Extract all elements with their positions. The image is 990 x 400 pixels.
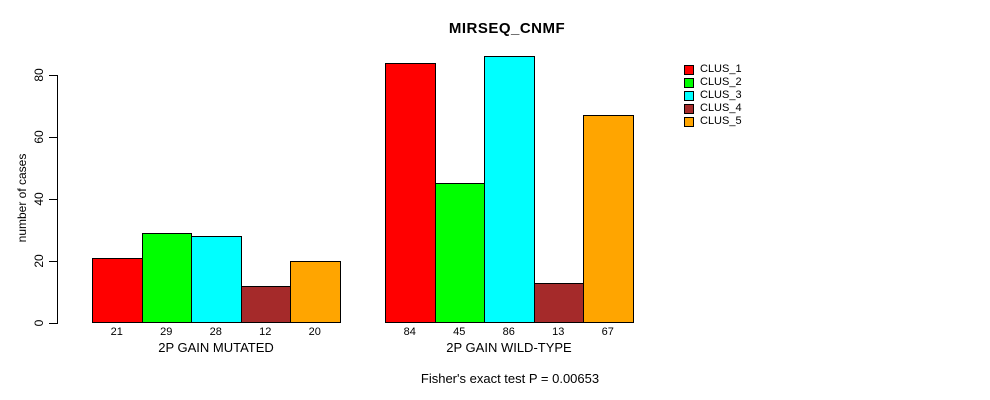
bar-value-label: 12: [259, 326, 272, 338]
legend-item: CLUS_1: [684, 63, 742, 76]
bar-value-label: 29: [160, 326, 173, 338]
y-axis-tick-label: 20: [32, 254, 46, 268]
y-axis-tick: [49, 323, 57, 324]
y-axis-label: number of cases: [15, 153, 29, 243]
bar-clus-5: [290, 261, 341, 323]
y-axis-tick-label: 0: [32, 319, 46, 327]
bar-clus-3: [484, 56, 535, 323]
bar-clus-1: [385, 63, 436, 323]
legend-swatch-icon: [684, 64, 694, 75]
chart-title: MIRSEQ_CNMF: [448, 20, 566, 37]
bar-clus-5: [583, 115, 634, 323]
bar-value-label: 84: [403, 326, 416, 338]
bar-clus-4: [240, 286, 291, 323]
y-axis-tick: [49, 199, 57, 200]
footer-note: Fisher's exact test P = 0.00653: [420, 371, 600, 386]
legend-swatch-icon: [684, 116, 694, 127]
bar-clus-4: [533, 283, 584, 323]
legend-item: CLUS_5: [684, 115, 742, 128]
y-axis-tick: [49, 137, 57, 138]
y-axis-line: [57, 75, 58, 324]
bar-value-label: 67: [601, 326, 614, 338]
x-group-label-wild-type: 2P GAIN WILD-TYPE: [446, 340, 572, 355]
y-axis-tick: [49, 261, 57, 262]
legend-label: CLUS_4: [700, 102, 742, 114]
legend-label: CLUS_5: [700, 115, 742, 127]
bar-clus-3: [191, 236, 242, 323]
legend-swatch-icon: [684, 103, 694, 114]
bar-value-label: 20: [308, 326, 321, 338]
legend: CLUS_1 CLUS_2 CLUS_3 CLUS_4 CLUS_5: [684, 63, 742, 128]
x-group-label-mutated: 2P GAIN MUTATED: [158, 340, 274, 355]
y-axis-tick-label: 80: [32, 68, 46, 82]
bar-clus-2: [434, 183, 485, 323]
bar-value-label: 21: [110, 326, 123, 338]
legend-item: CLUS_4: [684, 102, 742, 115]
legend-swatch-icon: [684, 77, 694, 88]
bar-clus-1: [92, 258, 143, 323]
y-axis-tick: [49, 75, 57, 76]
legend-label: CLUS_1: [700, 63, 742, 75]
legend-item: CLUS_2: [684, 76, 742, 89]
bar-value-label: 86: [502, 326, 515, 338]
bar-clus-2: [141, 233, 192, 323]
y-axis-tick-label: 60: [32, 130, 46, 144]
legend-label: CLUS_2: [700, 76, 742, 88]
y-axis-tick-label: 40: [32, 192, 46, 206]
bar-value-label: 45: [453, 326, 466, 338]
bar-value-label: 28: [209, 326, 222, 338]
legend-item: CLUS_3: [684, 89, 742, 102]
legend-swatch-icon: [684, 90, 694, 101]
bar-value-label: 13: [552, 326, 565, 338]
legend-label: CLUS_3: [700, 89, 742, 101]
